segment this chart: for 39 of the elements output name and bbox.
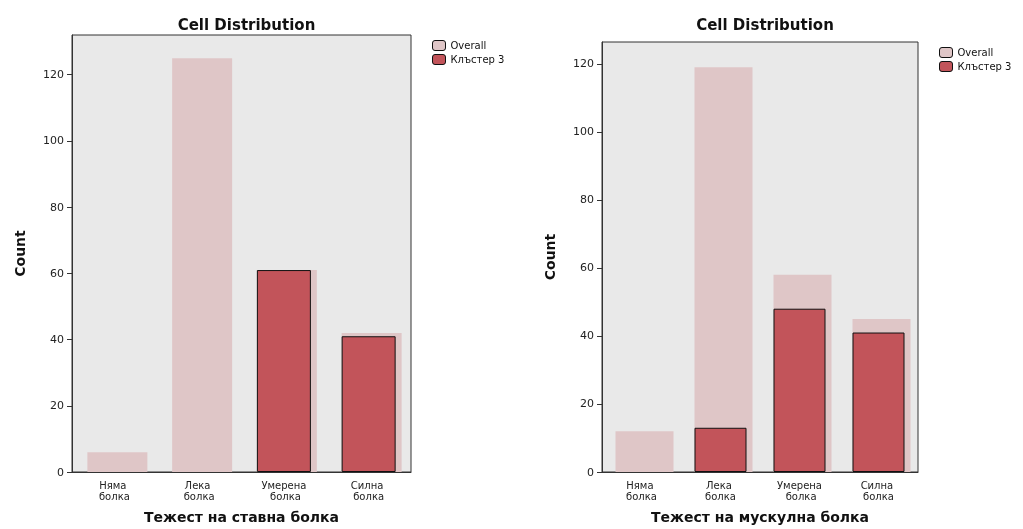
x-tick-label: Силна болка [350,480,387,502]
legend-label: Overall [450,40,487,51]
bar [852,332,905,472]
bar [694,67,753,472]
x-axis-title: Тежест на ставна болка [143,509,340,525]
x-tick-label: Умерена болка [777,480,822,502]
x-tick-label: Умерена болка [261,480,307,502]
legend-label: Клъстер 3 [450,54,505,65]
y-tick-label: 120 [43,68,64,82]
x-tick-label: Лека болка [183,480,215,502]
chart-title: Cell Distribution [696,15,834,34]
y-tick-label: 20 [50,399,64,413]
y-axis-title: Count [542,233,558,281]
x-tick-label: Няма болка [98,480,130,502]
y-tick-label: 20 [580,397,594,411]
y-tick-label: 80 [580,193,594,207]
y-tick-label: 40 [50,333,64,347]
y-tick-label: 100 [43,134,64,148]
y-tick-label: 60 [580,261,594,275]
x-tick-label: Силна болка [860,480,897,502]
x-tick-label: Лека болка [705,480,736,502]
bar [694,427,747,472]
y-tick-label: 120 [573,57,594,71]
bar [172,58,233,472]
y-tick-label: 0 [57,465,64,479]
x-tick-label: Няма болка [626,480,657,502]
y-tick-label: 60 [50,266,64,280]
y-tick-label: 80 [50,200,64,214]
y-tick-label: 100 [573,125,594,139]
y-tick-label: 40 [580,329,594,343]
chart-title: Cell Distribution [177,15,316,34]
bar [773,308,826,472]
bar [615,431,674,472]
y-tick-label: 0 [587,465,594,479]
bar [87,452,148,472]
x-axis-title: Тежест на мускулна болка [650,509,870,525]
y-axis-title: Count [12,229,28,277]
legend-label: Клъстер 3 [957,61,1012,72]
legend-label: Overall [957,47,994,58]
